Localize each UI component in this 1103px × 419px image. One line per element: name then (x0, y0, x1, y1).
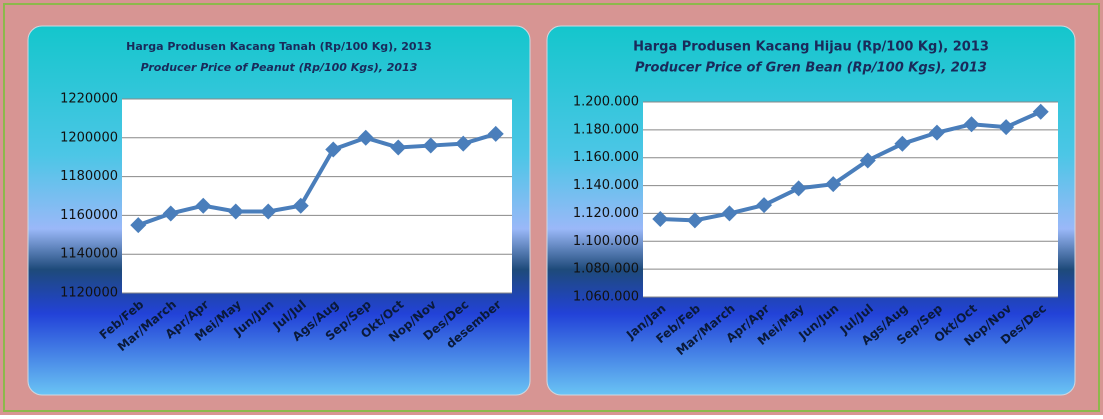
marker (455, 135, 472, 152)
marker (390, 139, 407, 156)
marker (130, 217, 147, 234)
marker (894, 135, 911, 152)
y-tick-label: 1.180.000 (573, 122, 639, 137)
y-tick-label: 1180000 (60, 169, 118, 184)
marker (487, 125, 504, 142)
chart-subtitle: Producer Price of Peanut (Rp/100 Kgs), 2… (141, 61, 418, 74)
y-tick-label: 1140000 (60, 247, 118, 262)
marker (227, 203, 244, 220)
marker (652, 211, 669, 227)
marker (325, 141, 342, 158)
marker (686, 212, 703, 229)
marker (422, 137, 439, 154)
marker (260, 203, 277, 220)
y-tick-label: 1.060.000 (573, 290, 639, 305)
marker (357, 129, 374, 146)
y-tick-label: 1120000 (60, 286, 118, 301)
frame (3, 3, 1100, 412)
y-tick-label: 1.080.000 (573, 262, 639, 277)
y-tick-label: 1.100.000 (573, 234, 639, 249)
plot-area (643, 102, 1058, 297)
chart-subtitle: Producer Price of Gren Bean (Rp/100 Kgs)… (635, 61, 987, 76)
y-tick-label: 1.120.000 (573, 206, 639, 221)
marker (1032, 103, 1049, 120)
marker (790, 180, 807, 197)
y-tick-label: 1220000 (60, 92, 118, 107)
marker (963, 116, 980, 133)
plot-area (122, 99, 512, 293)
y-tick-label: 1160000 (60, 208, 118, 223)
chart-title: Harga Produsen Kacang Tanah (Rp/100 Kg),… (126, 40, 432, 53)
chart-title: Harga Produsen Kacang Hijau (Rp/100 Kg),… (633, 40, 989, 55)
marker (195, 197, 212, 214)
marker (928, 124, 945, 141)
marker (859, 152, 876, 169)
marker (292, 197, 309, 214)
y-tick-label: 1.160.000 (573, 150, 639, 165)
marker (998, 119, 1015, 136)
marker (721, 205, 738, 222)
marker (756, 197, 773, 214)
marker (162, 205, 179, 222)
marker (825, 176, 842, 193)
y-tick-label: 1.140.000 (573, 178, 639, 193)
y-tick-label: 1200000 (60, 130, 118, 145)
y-tick-label: 1.200.000 (573, 95, 639, 110)
